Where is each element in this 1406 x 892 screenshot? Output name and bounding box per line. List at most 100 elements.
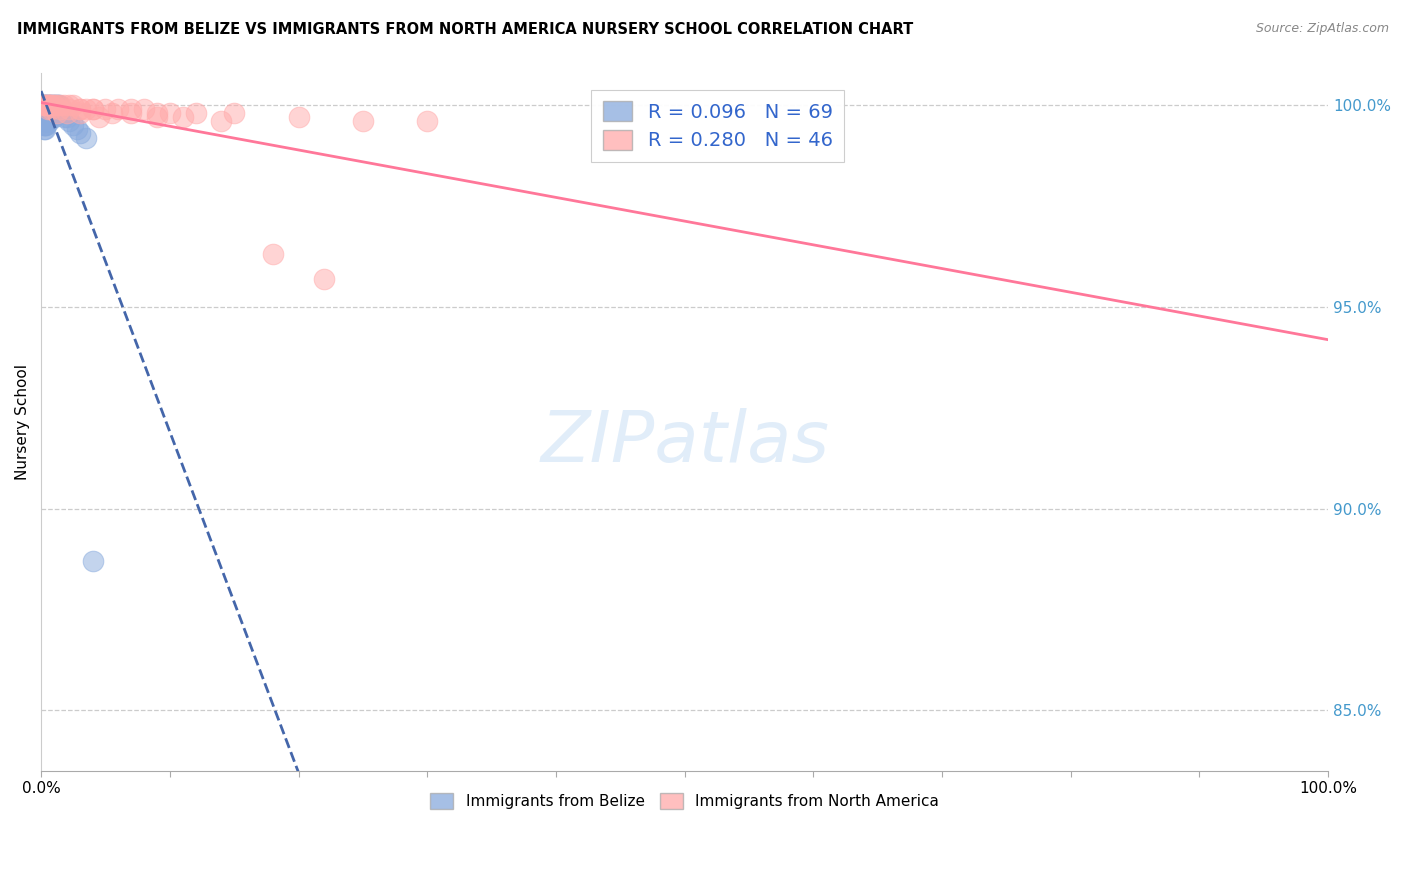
Point [56,111,79,125]
Point [82,103,104,117]
Point [32,106,55,120]
Point [34,122,56,136]
Point [34,114,56,128]
Point [41,98,63,112]
Point [41,103,63,117]
Point [35,114,58,128]
Point [107,103,129,117]
Point [38,98,60,112]
Point [39,98,62,112]
Point [41,103,63,117]
Point [46,98,69,112]
Point [262,247,284,261]
Point [82,103,104,117]
Point [132,103,155,117]
Point [75,130,97,145]
Point [37,98,59,112]
Point [52,106,75,120]
Point [38,114,60,128]
Point [32,122,55,136]
Point [38,98,60,112]
Point [35,111,58,125]
Point [39,98,62,112]
Point [416,114,439,128]
Point [69,103,91,117]
Point [101,106,124,120]
Point [209,114,232,128]
Point [62,98,84,112]
Point [32,103,55,117]
Point [45,103,67,117]
Point [94,103,117,117]
Point [38,111,60,125]
Point [51,106,73,120]
Point [38,106,60,120]
Point [62,119,84,133]
Point [224,106,246,120]
Point [58,103,80,117]
Point [53,111,76,125]
Point [34,98,56,112]
Point [34,103,56,117]
Point [38,103,60,117]
Point [39,103,62,117]
Legend: Immigrants from Belize, Immigrants from North America: Immigrants from Belize, Immigrants from … [425,787,945,815]
Point [66,122,89,136]
Point [34,106,56,120]
Point [32,114,55,128]
Point [314,271,336,285]
Y-axis label: Nursery School: Nursery School [15,364,30,480]
Point [184,106,207,120]
Point [42,103,65,117]
Point [41,106,63,120]
Point [39,106,62,120]
Text: IMMIGRANTS FROM BELIZE VS IMMIGRANTS FROM NORTH AMERICA NURSERY SCHOOL CORRELATI: IMMIGRANTS FROM BELIZE VS IMMIGRANTS FRO… [17,22,912,37]
Point [34,119,56,133]
Point [39,111,62,125]
Point [34,103,56,117]
Point [42,98,65,112]
Point [32,119,55,133]
Point [146,106,169,120]
Point [120,103,142,117]
Point [34,98,56,112]
Point [53,98,76,112]
Point [41,98,63,112]
Point [35,119,58,133]
Point [58,114,80,128]
Point [34,111,56,125]
Point [42,111,65,125]
Point [35,106,58,120]
Point [35,103,58,117]
Point [37,103,59,117]
Point [38,98,60,112]
Point [46,103,69,117]
Point [45,98,67,112]
Point [35,98,58,112]
Point [69,127,91,141]
Point [120,106,142,120]
Point [87,111,110,125]
Point [34,106,56,120]
Point [48,98,70,112]
Point [58,98,80,112]
Point [49,103,72,117]
Point [69,103,91,117]
Point [42,98,65,112]
Point [352,114,374,128]
Point [37,111,59,125]
Point [49,98,72,112]
Point [31,98,53,112]
Point [146,111,169,125]
Point [32,98,55,112]
Point [32,111,55,125]
Point [42,98,65,112]
Point [35,98,58,112]
Point [45,106,67,120]
Point [37,114,59,128]
Text: Source: ZipAtlas.com: Source: ZipAtlas.com [1256,22,1389,36]
Point [75,103,97,117]
Text: ZIPatlas: ZIPatlas [540,409,830,477]
Point [37,103,59,117]
Point [44,98,66,112]
